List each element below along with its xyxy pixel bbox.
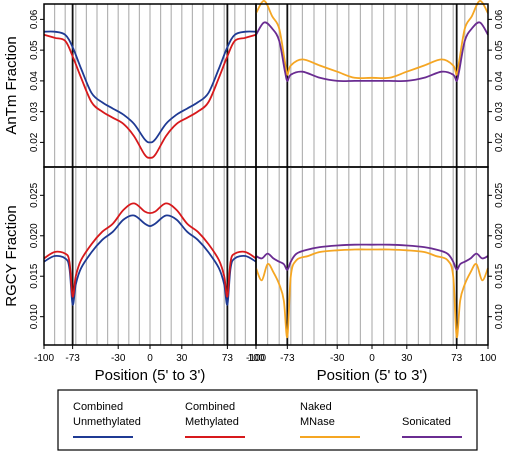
p4-ytick-label: 0.025 [494, 182, 505, 207]
p1-ytick-label: 0.03 [29, 101, 40, 121]
legend-label-meth: Combined [185, 401, 235, 413]
p4-series-sonic [255, 243, 489, 271]
p4-xtick-label: 0 [369, 353, 375, 364]
p4-xlabel: Position (5' to 3') [317, 367, 428, 384]
p3-ytick-label: 0.020 [29, 223, 40, 248]
p3-xtick-label: 100 [248, 353, 265, 364]
p3-xtick-label: 0 [147, 353, 153, 364]
p3-xtick-label: 73 [222, 353, 234, 364]
p2-ytick-label: 0.03 [494, 101, 505, 121]
p3-ytick-label: 0.015 [29, 263, 40, 288]
p4-xtick-label: 30 [401, 353, 413, 364]
legend-label-sonic-line2: Sonicated [402, 416, 451, 428]
p4-xtick-label: 100 [480, 353, 497, 364]
p2-series-naked [255, 0, 489, 80]
p4-ytick-label: 0.015 [494, 263, 505, 288]
legend-label-naked: Naked [300, 401, 332, 413]
p1-ylabel: AnTm Fraction [3, 36, 20, 134]
p3-xtick-label: -30 [111, 353, 126, 364]
legend-label-meth-line2: Methylated [185, 416, 239, 428]
p3-xtick-label: -100 [34, 353, 54, 364]
p3-series-meth [43, 202, 257, 298]
p3-xtick-label: 30 [176, 353, 188, 364]
p4-ytick-label: 0.010 [494, 304, 505, 329]
legend-label-naked-line2: MNase [300, 416, 335, 428]
p2-ytick-label: 0.04 [494, 71, 505, 91]
p3-ytick-label: 0.010 [29, 304, 40, 329]
p3-series-unmeth [43, 214, 257, 306]
p2-ytick-label: 0.05 [494, 40, 505, 60]
p3-ytick-label: 0.025 [29, 182, 40, 207]
p3-xlabel: Position (5' to 3') [95, 367, 206, 384]
p3-ylabel: RGCY Fraction [3, 205, 20, 306]
p3-xtick-label: -73 [65, 353, 80, 364]
p2-ytick-label: 0.06 [494, 9, 505, 29]
legend-box [57, 389, 478, 451]
p1-ytick-label: 0.05 [29, 40, 40, 60]
legend-label-unmeth: Combined [73, 401, 123, 413]
p4-xtick-label: -73 [280, 353, 295, 364]
p4-series-naked [255, 248, 489, 338]
p2-ytick-label: 0.02 [494, 132, 505, 152]
p4-ytick-label: 0.020 [494, 223, 505, 248]
p1-series-unmeth [43, 30, 257, 144]
p4-xtick-label: -30 [330, 353, 345, 364]
p4-xtick-label: -100 [246, 353, 266, 364]
p1-ytick-label: 0.02 [29, 132, 40, 152]
legend-label-unmeth-line2: Unmethylated [73, 416, 141, 428]
p1-ytick-label: 0.06 [29, 9, 40, 29]
p1-series-meth [43, 33, 257, 159]
p4-xtick-label: 73 [451, 353, 463, 364]
p1-ytick-label: 0.04 [29, 71, 40, 91]
p2-series-sonic [255, 21, 489, 83]
